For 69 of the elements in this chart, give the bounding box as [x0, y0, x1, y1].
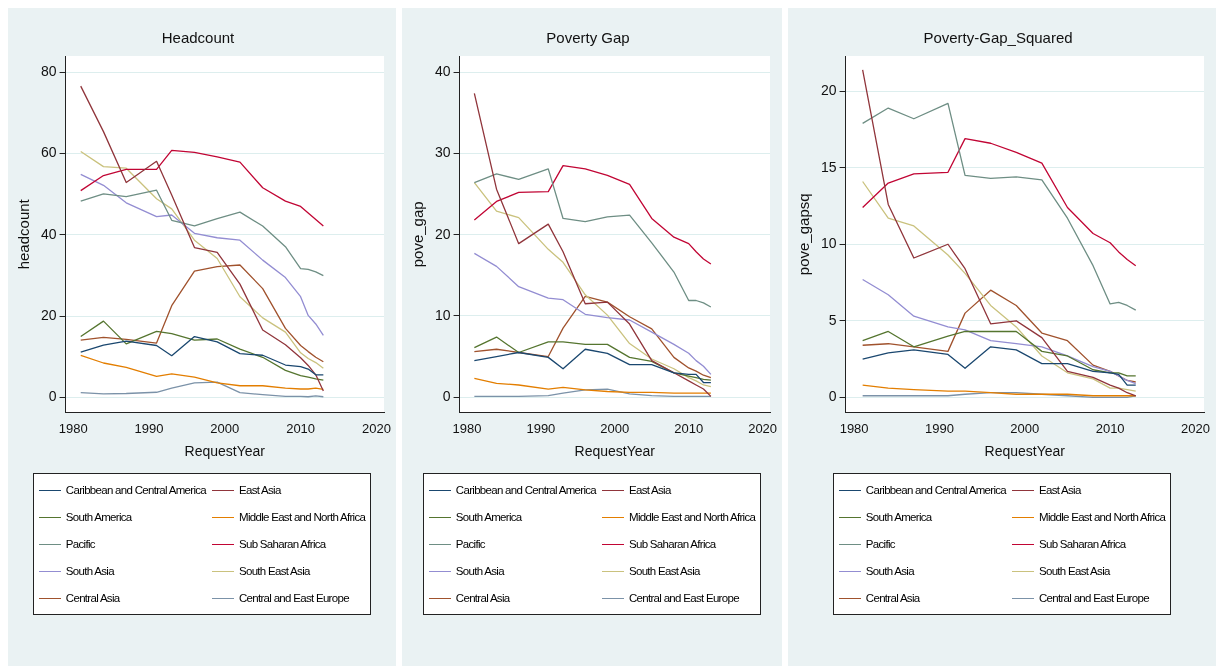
y-tick-label: 0 — [48, 388, 57, 405]
x-axis-title: RequestYear — [184, 443, 266, 460]
y-axis-title: pove_gap — [409, 201, 427, 268]
legend-label: Central Asia — [65, 592, 120, 604]
chart-title: Poverty Gap — [546, 29, 630, 47]
legend-label: South East Asia — [239, 565, 310, 577]
y-tick-label: 15 — [820, 158, 837, 175]
x-tick-label: 2010 — [674, 420, 704, 436]
legend-label: Sub Saharan Africa — [629, 538, 716, 550]
y-tick-label: 10 — [434, 306, 451, 323]
x-tick-label: 2010 — [1095, 420, 1125, 436]
y-tick-label: 40 — [40, 225, 57, 242]
legend-label: Caribbean and Central America — [865, 484, 1006, 496]
legend-label: Central and East Europe — [1039, 592, 1149, 604]
legend-label: East Asia — [239, 484, 281, 496]
legend-label: South East Asia — [629, 565, 700, 577]
x-tick-label: 2000 — [210, 420, 240, 436]
legend-label: South America — [865, 511, 932, 523]
x-axis-title: RequestYear — [574, 443, 656, 460]
x-tick-label: 2000 — [1010, 420, 1040, 436]
y-tick-label: 30 — [434, 144, 451, 161]
chart-title: Poverty-Gap_Squared — [923, 29, 1073, 47]
y-axis-title: pove_gapsq — [795, 193, 813, 276]
legend-label: Caribbean and Central America — [455, 484, 596, 496]
x-tick-label: 1980 — [452, 420, 482, 436]
chart-title: Headcount — [161, 29, 236, 47]
y-axis-title: headcount — [15, 198, 33, 270]
y-tick-label: 80 — [40, 63, 57, 80]
legend-label: South Asia — [865, 565, 914, 577]
legend-label: Middle East and North Africa — [1039, 511, 1166, 523]
legend-label: South America — [65, 511, 132, 523]
legend-label: Pacific — [455, 538, 485, 550]
x-axis-title: RequestYear — [984, 443, 1066, 460]
x-tick-label: 2010 — [286, 420, 316, 436]
legend-label: Central Asia — [455, 592, 510, 604]
y-tick-label: 10 — [820, 235, 837, 252]
y-tick-label: 40 — [434, 63, 451, 80]
y-tick-label: 20 — [434, 225, 451, 242]
legend-label: South Asia — [455, 565, 504, 577]
legend-label: Pacific — [865, 538, 895, 550]
legend-label: Middle East and North Africa — [239, 511, 366, 523]
legend-label: Sub Saharan Africa — [1039, 538, 1126, 550]
x-tick-label: 2020 — [361, 420, 391, 436]
x-tick-label: 1990 — [134, 420, 164, 436]
legend-label: East Asia — [1039, 484, 1081, 496]
legend-label: South East Asia — [1039, 565, 1110, 577]
y-tick-label: 5 — [828, 311, 837, 328]
x-tick-label: 2020 — [1181, 420, 1210, 436]
legend-label: Sub Saharan Africa — [239, 538, 326, 550]
x-tick-label: 1990 — [924, 420, 954, 436]
x-tick-label: 2000 — [600, 420, 630, 436]
y-tick-label: 0 — [442, 388, 451, 405]
legend-label: Middle East and North Africa — [629, 511, 756, 523]
y-tick-label: 20 — [40, 307, 57, 324]
x-tick-label: 1980 — [58, 420, 88, 436]
legend-label: Central and East Europe — [239, 592, 349, 604]
x-tick-label: 2020 — [748, 420, 778, 436]
legend-label: South Asia — [65, 565, 114, 577]
y-tick-label: 60 — [40, 144, 57, 161]
x-tick-label: 1990 — [526, 420, 556, 436]
legend-label: Caribbean and Central America — [65, 484, 206, 496]
legend-label: Pacific — [65, 538, 95, 550]
legend-label: Central and East Europe — [629, 592, 739, 604]
legend-label: Central Asia — [865, 592, 920, 604]
y-tick-label: 0 — [828, 388, 837, 405]
y-tick-label: 20 — [820, 82, 837, 99]
legend-label: East Asia — [629, 484, 671, 496]
x-tick-label: 1980 — [839, 420, 869, 436]
legend-label: South America — [455, 511, 522, 523]
